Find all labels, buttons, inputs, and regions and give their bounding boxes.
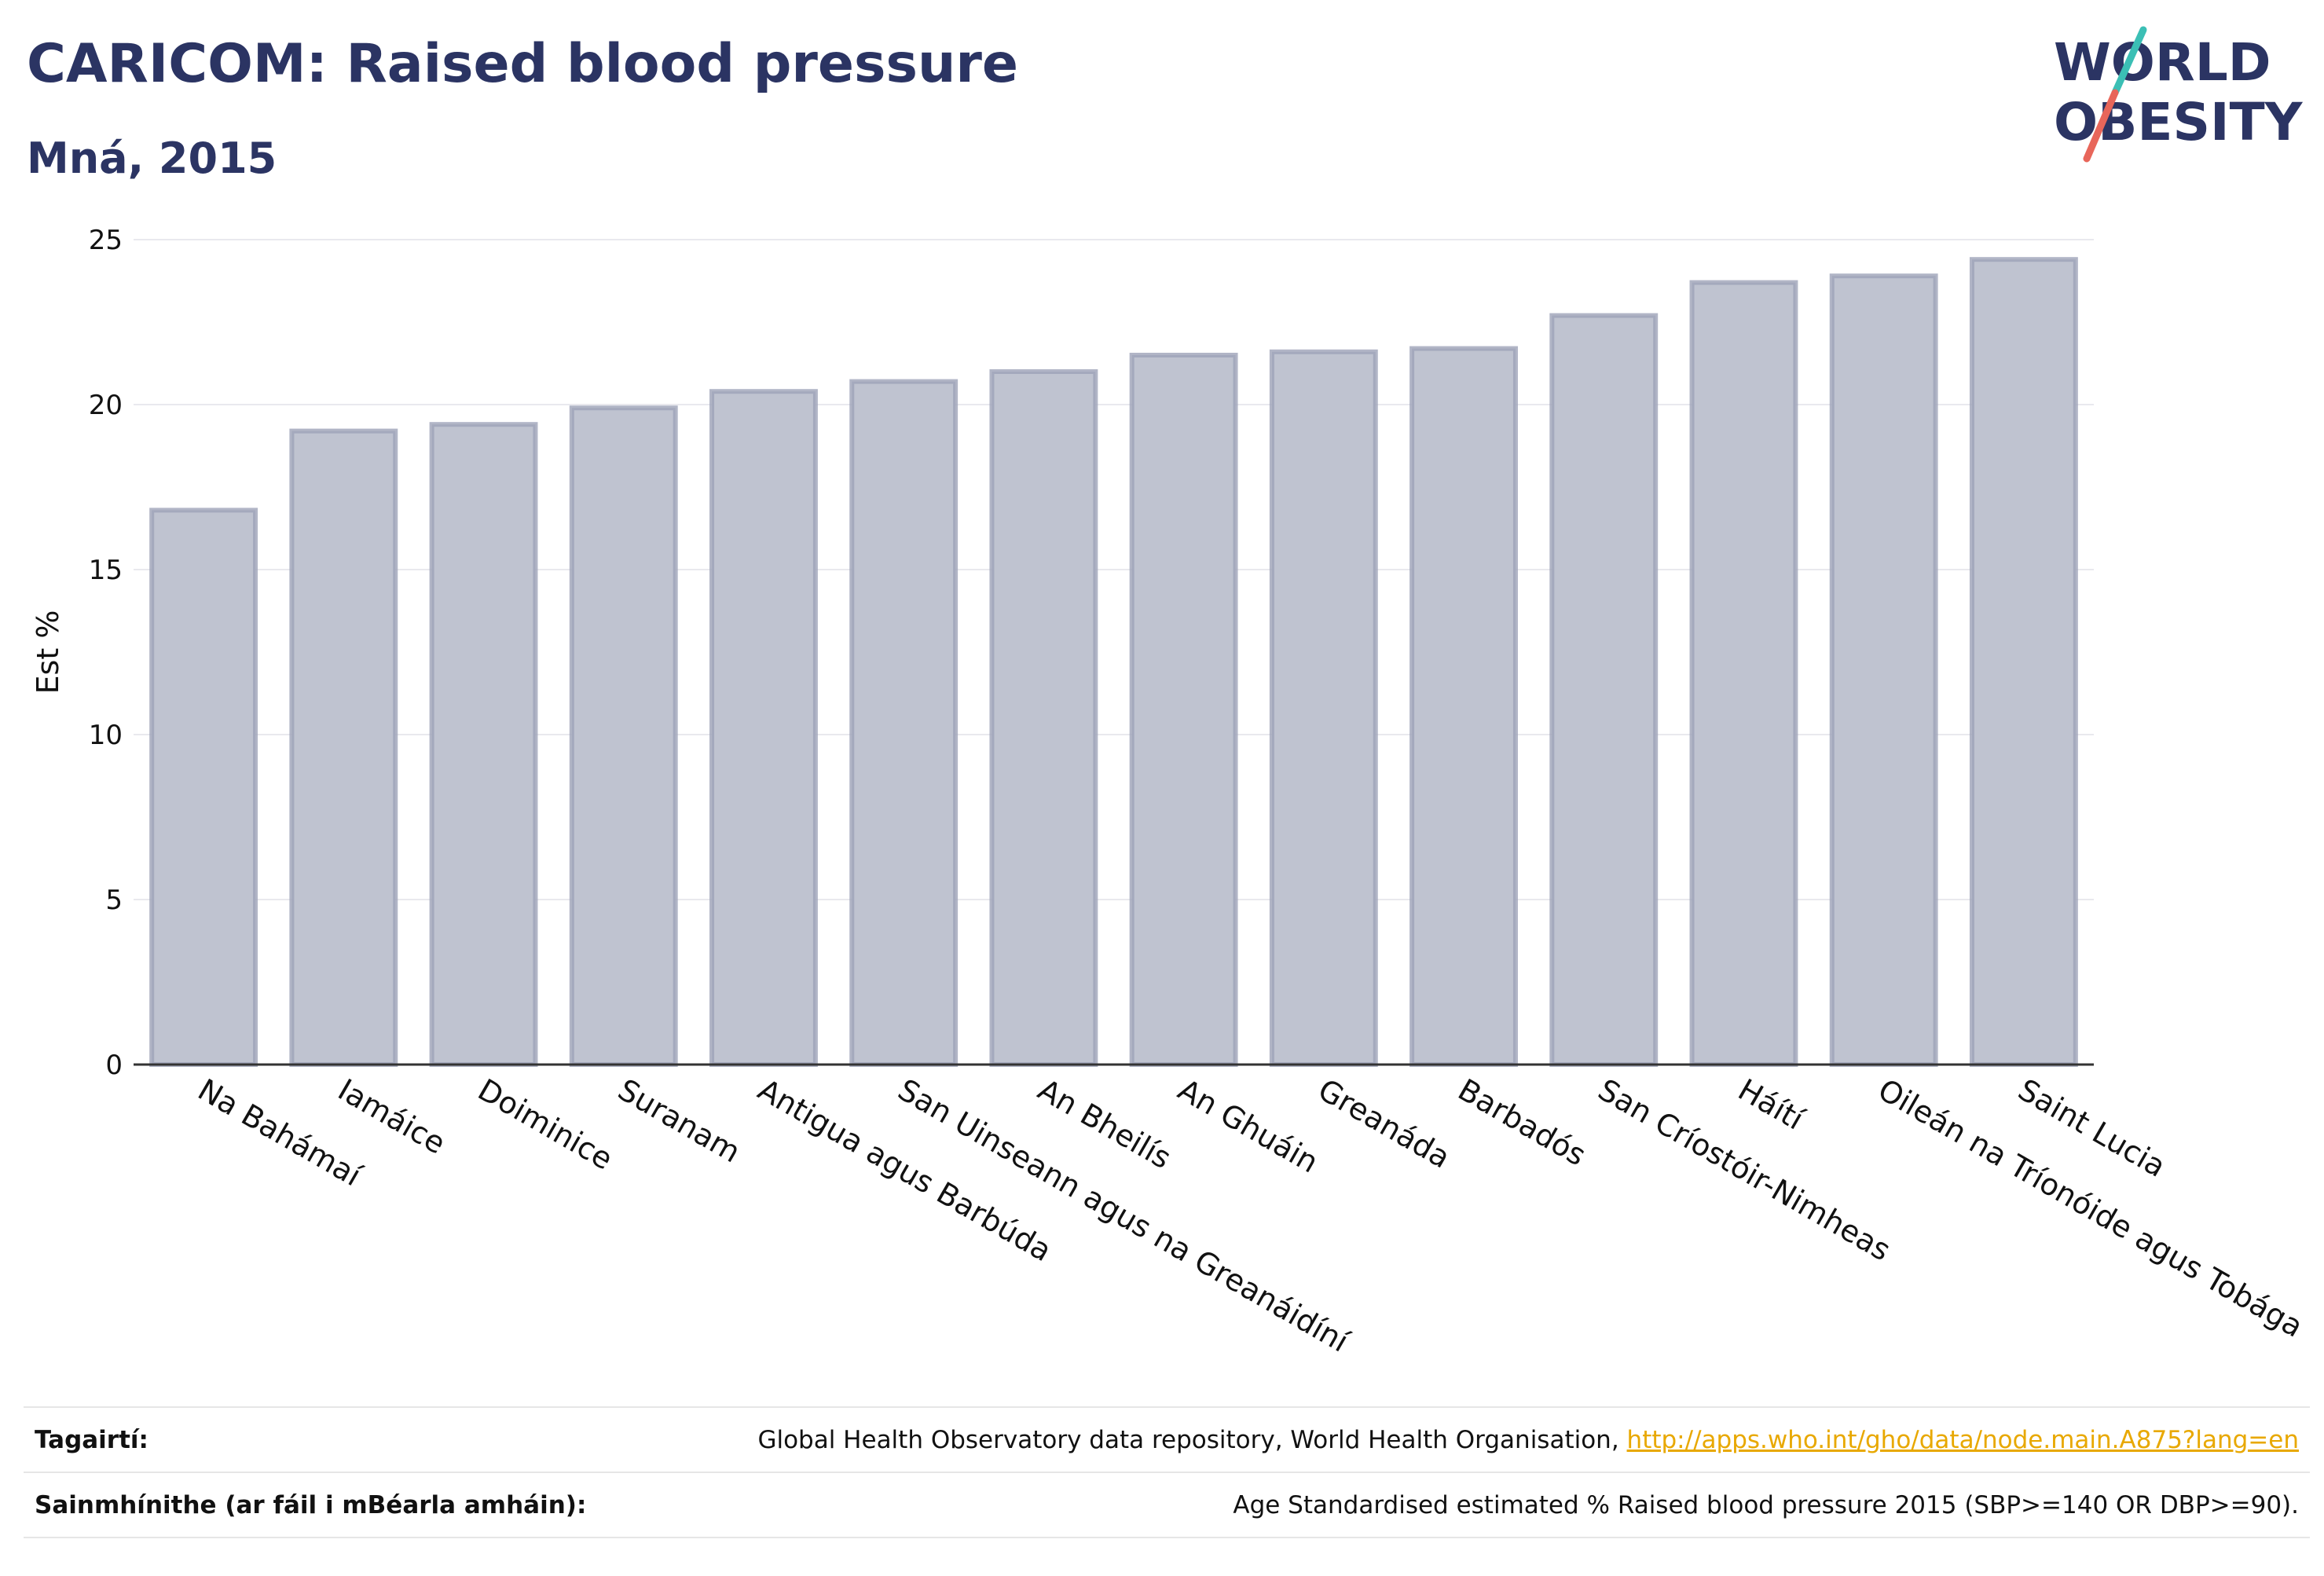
x-tick-label: Doiminice — [472, 1072, 618, 1177]
y-tick-label: 25 — [89, 225, 123, 256]
definitions-label: Sainmhínithe (ar fáil i mBéarla amháin): — [35, 1491, 587, 1519]
references-value: Global Health Observatory data repositor… — [757, 1426, 2299, 1454]
logo-slash-red — [2083, 89, 2119, 163]
x-tick-label: Iamáice — [332, 1072, 452, 1161]
footer-definitions-row: Sainmhínithe (ar fáil i mBéarla amháin):… — [24, 1474, 2310, 1537]
x-tick-label: An Ghuáin — [1172, 1072, 1324, 1180]
world-obesity-logo: WORLD OBESITY — [2054, 26, 2304, 163]
logo-slash-teal — [2111, 26, 2147, 97]
bar-7 — [1129, 353, 1238, 1067]
bar-0 — [149, 508, 258, 1067]
y-tick-label: 0 — [105, 1050, 123, 1081]
bar-9 — [1409, 346, 1518, 1068]
x-tick-label: Suranam — [612, 1072, 746, 1170]
bar-5 — [849, 379, 959, 1068]
definitions-text: Age Standardised estimated % Raised bloo… — [1233, 1491, 2299, 1519]
x-tick-label: Greanáda — [1312, 1072, 1456, 1175]
bar-6 — [989, 369, 1098, 1067]
x-tick-label: Barbadós — [1453, 1072, 1593, 1173]
footer-divider-bottom — [24, 1537, 2310, 1538]
bar-8 — [1269, 349, 1378, 1067]
references-text: Global Health Observatory data repositor… — [757, 1426, 1627, 1454]
bar-4 — [709, 389, 818, 1067]
footer-references-row: Tagairtí: Global Health Observatory data… — [24, 1409, 2310, 1472]
y-tick-label: 15 — [89, 555, 123, 586]
bar-1 — [289, 428, 398, 1067]
bar-10 — [1549, 313, 1659, 1068]
references-link[interactable]: http://apps.who.int/gho/data/node.main.A… — [1626, 1426, 2299, 1454]
bar-3 — [569, 405, 678, 1067]
y-tick-label: 5 — [105, 885, 123, 916]
chart-title: CARICOM: Raised blood pressure — [27, 33, 1019, 95]
y-tick-label: 10 — [89, 720, 123, 751]
bar-11 — [1689, 280, 1798, 1068]
footer-divider-top — [24, 1406, 2310, 1408]
footer-divider-middle — [24, 1472, 2310, 1473]
y-axis-label: Est % — [31, 610, 65, 695]
bar-2 — [429, 422, 538, 1067]
logo-line1: WORLD — [2054, 32, 2271, 93]
bar-13 — [1969, 257, 2078, 1068]
references-label: Tagairtí: — [35, 1426, 148, 1454]
x-tick-label: Háítí — [1732, 1072, 1810, 1138]
chart-subtitle: Mná, 2015 — [27, 134, 277, 183]
y-tick-label: 20 — [89, 390, 123, 421]
bar-12 — [1829, 273, 1938, 1067]
